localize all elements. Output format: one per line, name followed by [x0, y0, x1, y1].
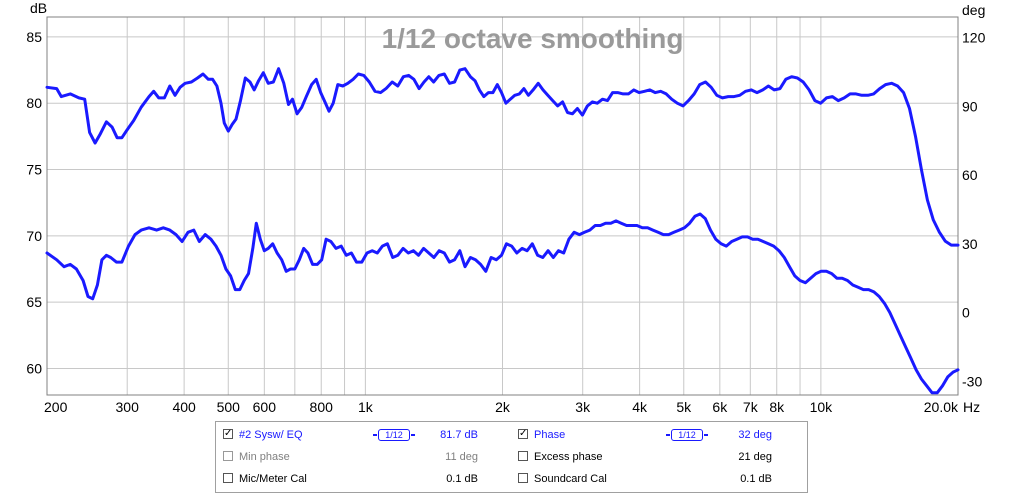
chart-title: 1/12 octave smoothing	[382, 23, 684, 54]
phase-value: 32 deg	[738, 429, 772, 441]
excess-phase-value: 21 deg	[738, 451, 772, 463]
x-tick-label: 500	[217, 399, 241, 415]
soundcard-cal-label: Soundcard Cal	[534, 473, 607, 485]
legend-row: Mic/Meter Cal 0.1 dB Soundcard Cal 0.1 d…	[216, 468, 809, 490]
x-tick-label: 6k	[712, 399, 728, 415]
left-tick-label: 85	[26, 29, 42, 45]
x-tick-label: 4k	[632, 399, 648, 415]
x-tick-label: 200	[44, 399, 68, 415]
left-tick-label: 80	[26, 95, 42, 111]
x-tick-label: 20.0k	[924, 399, 959, 415]
legend-row: Min phase 11 deg Excess phase 21 deg	[216, 446, 809, 468]
phase-label: Phase	[534, 429, 566, 441]
excess-phase-label: Excess phase	[534, 451, 603, 463]
phase-checkbox[interactable]: ✓	[518, 428, 528, 439]
phase-smoothing-button[interactable]: 1/12	[666, 429, 708, 441]
min-phase-checkbox[interactable]	[223, 451, 233, 461]
chart-canvas: 1/12 octave smoothing dB deg Hz 85 80 75 70 65 60…	[26, 0, 986, 415]
sysw-eq-smoothing-button[interactable]: 1/12	[373, 429, 415, 441]
right-tick-label: 60	[962, 167, 978, 183]
plot-frame	[46, 16, 959, 396]
left-axis-unit: dB	[30, 0, 47, 16]
sysw-eq-checkbox[interactable]: ✓	[223, 428, 233, 439]
x-tick-label: 300	[116, 399, 140, 415]
x-tick-label: 2k	[495, 399, 511, 415]
legend-row: ✓ #2 Sysw/ EQ 1/12 81.7 dB ✓ Phase 1/12 …	[216, 424, 809, 446]
x-tick-label: 10k	[810, 399, 834, 415]
x-tick-label: 5k	[676, 399, 692, 415]
x-tick-label: 3k	[575, 399, 591, 415]
right-tick-label: 0	[962, 305, 970, 321]
x-tick-label: 1k	[358, 399, 374, 415]
right-tick-label: -30	[962, 373, 982, 389]
left-tick-label: 75	[26, 162, 42, 178]
right-tick-label: 30	[962, 236, 978, 252]
x-axis-unit: Hz	[963, 399, 980, 415]
x-tick-label: 600	[253, 399, 277, 415]
sysw-eq-value: 81.7 dB	[440, 429, 478, 441]
x-tick-label: 800	[310, 399, 334, 415]
soundcard-cal-value: 0.1 dB	[740, 473, 772, 485]
right-tick-label: 120	[962, 30, 986, 46]
mic-meter-cal-label: Mic/Meter Cal	[239, 473, 307, 485]
x-tick-label: 7k	[743, 399, 759, 415]
sysw-eq-label: #2 Sysw/ EQ	[239, 429, 303, 441]
left-tick-label: 65	[26, 294, 42, 310]
mic-meter-cal-checkbox[interactable]	[223, 473, 233, 483]
phase-series-line	[45, 212, 960, 395]
min-phase-value: 11 deg	[445, 451, 478, 463]
soundcard-cal-checkbox[interactable]	[518, 473, 528, 483]
x-tick-label: 400	[172, 399, 196, 415]
left-tick-label: 70	[26, 228, 42, 244]
left-tick-label: 60	[26, 360, 42, 376]
frequency-response-chart: 1/12 octave smoothing dB deg Hz 85 80 75 70 65 60…	[26, 0, 986, 415]
excess-phase-checkbox[interactable]	[518, 451, 528, 461]
x-tick-label: 8k	[769, 399, 785, 415]
right-axis-unit: deg	[962, 2, 985, 18]
right-tick-label: 90	[962, 98, 978, 114]
min-phase-label: Min phase	[239, 451, 290, 463]
mic-meter-cal-value: 0.1 dB	[446, 473, 478, 485]
spl-series-line	[45, 67, 960, 247]
legend-panel: ✓ #2 Sysw/ EQ 1/12 81.7 dB ✓ Phase 1/12 …	[215, 421, 808, 493]
